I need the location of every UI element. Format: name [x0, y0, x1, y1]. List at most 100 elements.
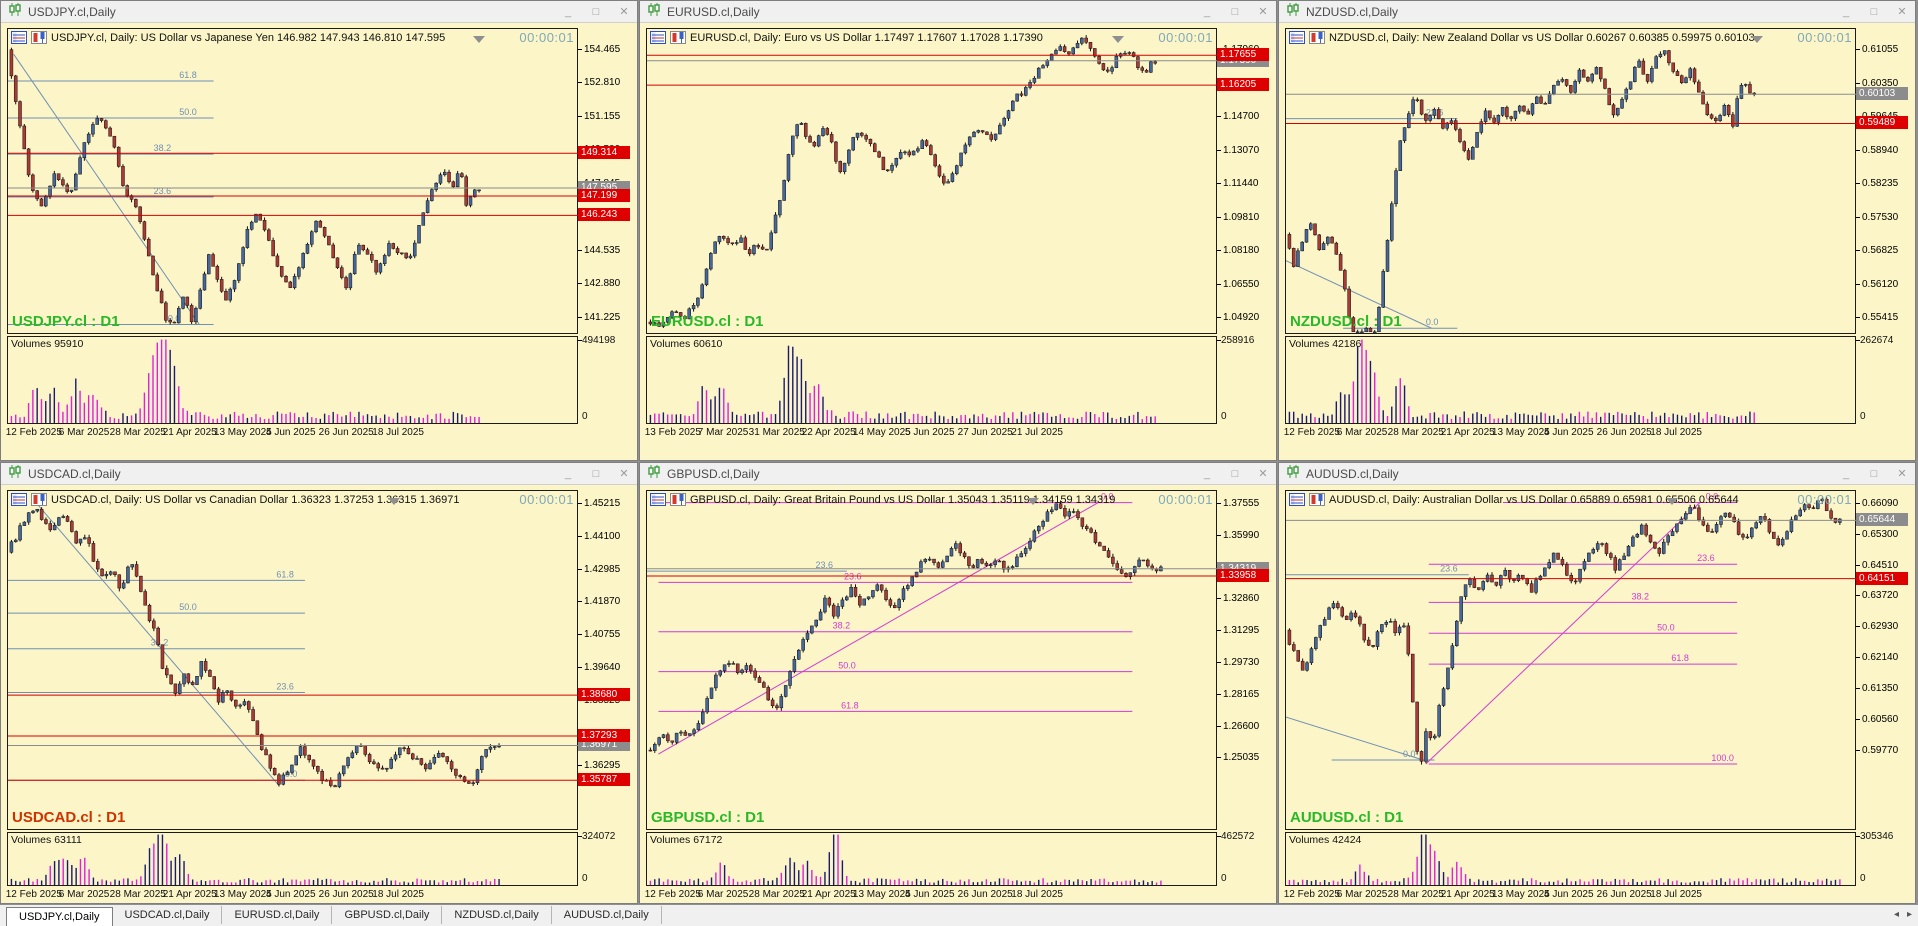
close-button[interactable]: ✕: [1258, 468, 1268, 480]
volume-bar: [981, 881, 983, 885]
price-pane[interactable]: GBPUSD.cl, Daily: Great Britain Pound vs…: [646, 490, 1218, 830]
window-titlebar[interactable]: GBPUSD.cl,Daily _ □ ✕: [640, 463, 1276, 485]
window-titlebar[interactable]: USDCAD.cl,Daily _ □ ✕: [1, 463, 637, 485]
volume-bar: [183, 861, 185, 885]
minimize-button[interactable]: _: [564, 467, 572, 480]
tab-scroll-right-icon[interactable]: ▸: [1906, 909, 1912, 920]
chart-type-icon[interactable]: [1309, 31, 1325, 44]
price-tick: 144.535: [578, 245, 620, 256]
window-titlebar[interactable]: AUDUSD.cl,Daily _ □ ✕: [1279, 463, 1915, 485]
window-titlebar[interactable]: USDJPY.cl,Daily _ □ ✕: [1, 1, 637, 23]
candle-body: [146, 238, 151, 257]
price-pane[interactable]: EURUSD.cl, Daily: Euro vs US Dollar 1.17…: [646, 28, 1218, 334]
chart-window-audusd[interactable]: AUDUSD.cl,Daily _ □ ✕: [1278, 462, 1916, 904]
tab-audusd[interactable]: AUDUSD.cl,Daily: [552, 906, 662, 924]
chart-type-icon[interactable]: [31, 493, 47, 506]
tab-nzdusd[interactable]: NZDUSD.cl,Daily: [442, 906, 552, 924]
chart-shift-marker-icon[interactable]: [387, 498, 400, 505]
candle-body: [821, 128, 825, 136]
tab-usdcad[interactable]: USDCAD.cl,Daily: [113, 906, 223, 924]
price-pane[interactable]: NZDUSD.cl, Daily: New Zealand Dollar vs …: [1285, 28, 1857, 334]
depth-of-market-icon[interactable]: [650, 31, 666, 44]
window-titlebar[interactable]: NZDUSD.cl,Daily _ □ ✕: [1279, 1, 1915, 23]
candle-body: [797, 649, 801, 660]
chart-window-gbpusd[interactable]: GBPUSD.cl,Daily _ □ ✕: [639, 462, 1277, 904]
depth-of-market-icon[interactable]: [650, 493, 666, 506]
chart-window-nzdusd[interactable]: NZDUSD.cl,Daily _ □ ✕: [1278, 0, 1916, 461]
price-axis[interactable]: 494198 0 154.465152.810151.155149.500147…: [577, 23, 637, 460]
price-axis[interactable]: 324072 0 1.45215 1.44100 1.42985 1.41870 1.4…: [577, 485, 637, 903]
close-button[interactable]: ✕: [619, 6, 629, 18]
close-button[interactable]: ✕: [1897, 6, 1907, 18]
minimize-button[interactable]: _: [1842, 5, 1850, 18]
depth-of-market-icon[interactable]: [1289, 493, 1305, 506]
maximize-button[interactable]: □: [592, 467, 600, 480]
candle-body: [1688, 507, 1692, 514]
volume-bar: [84, 857, 86, 885]
candle-body: [788, 671, 792, 686]
close-button[interactable]: ✕: [1258, 6, 1268, 18]
maximize-button[interactable]: □: [592, 5, 600, 18]
price-pane[interactable]: USDJPY.cl, Daily: US Dollar vs Japanese …: [7, 28, 579, 334]
chart-shift-marker-icon[interactable]: [1665, 498, 1678, 505]
candle-body: [1067, 51, 1071, 55]
price-axis[interactable]: 462572 0 1.375551.359901.344251.328601.3…: [1216, 485, 1276, 903]
candle-body: [1137, 559, 1141, 567]
chart-shift-marker-icon[interactable]: [1026, 498, 1039, 505]
maximize-button[interactable]: □: [1231, 467, 1239, 480]
volume-bar: [1369, 360, 1372, 423]
volume-bar: [1749, 411, 1751, 423]
tab-gbpusd[interactable]: GBPUSD.cl,Daily: [332, 906, 443, 924]
price-axis[interactable]: 258916 0 1.179601.163301.147001.130701.1…: [1216, 23, 1276, 460]
depth-of-market-icon[interactable]: [11, 493, 27, 506]
volume-bar: [377, 881, 379, 885]
volume-bar: [1506, 414, 1508, 423]
close-button[interactable]: ✕: [1897, 468, 1907, 480]
price-pane[interactable]: USDCAD.cl, Daily: US Dollar vs Canadian …: [7, 490, 579, 830]
chart-window-usdjpy[interactable]: USDJPY.cl,Daily _ □ ✕: [0, 0, 638, 461]
maximize-button[interactable]: □: [1870, 5, 1878, 18]
candle-body: [1750, 527, 1754, 538]
maximize-button[interactable]: □: [1870, 467, 1878, 480]
price-axis[interactable]: 262674 0 0.610550.603500.596450.589400.5…: [1855, 23, 1915, 460]
chart-window-eurusd[interactable]: EURUSD.cl,Daily _ □ ✕: [639, 0, 1277, 461]
chart-area[interactable]: NZDUSD.cl, Daily: New Zealand Dollar vs …: [1279, 23, 1915, 460]
chart-shift-marker-icon[interactable]: [1112, 36, 1125, 43]
minimize-button[interactable]: _: [564, 5, 572, 18]
depth-of-market-icon[interactable]: [1289, 31, 1305, 44]
depth-of-market-icon[interactable]: [11, 31, 27, 44]
tab-scroll-left-icon[interactable]: ◂: [1893, 909, 1899, 920]
date-label: 12 Feb 2025: [1283, 427, 1340, 438]
chart-area[interactable]: EURUSD.cl, Daily: Euro vs US Dollar 1.17…: [640, 23, 1276, 460]
chart-window-usdcad[interactable]: USDCAD.cl,Daily _ □ ✕: [0, 462, 638, 904]
fib-level-label: 23.6: [276, 682, 294, 692]
chart-area[interactable]: AUDUSD.cl, Daily: Australian Dollar vs U…: [1279, 485, 1915, 903]
chart-area[interactable]: USDCAD.cl, Daily: US Dollar vs Canadian …: [1, 485, 637, 903]
chart-type-icon[interactable]: [1309, 493, 1325, 506]
volume-bar: [693, 880, 695, 885]
chart-type-icon[interactable]: [670, 493, 686, 506]
symbol-period-label: NZDUSD.cl : D1: [1290, 313, 1402, 330]
chart-type-icon[interactable]: [31, 31, 47, 44]
chart-type-icon[interactable]: [670, 31, 686, 44]
fib-level-label: 50.0: [838, 661, 856, 671]
chart-shift-marker-icon[interactable]: [1751, 36, 1764, 43]
volume-bar: [985, 879, 988, 885]
close-button[interactable]: ✕: [619, 468, 629, 480]
chart-area[interactable]: USDJPY.cl, Daily: US Dollar vs Japanese …: [1, 23, 637, 460]
maximize-button[interactable]: □: [1231, 5, 1239, 18]
chart-area[interactable]: GBPUSD.cl, Daily: Great Britain Pound vs…: [640, 485, 1276, 903]
candle-body: [858, 596, 862, 606]
price-axis[interactable]: 305346 0 0.66090 0.65300 0.64510 0.63720 0.6…: [1855, 485, 1915, 903]
minimize-button[interactable]: _: [1842, 467, 1850, 480]
chart-shift-marker-icon[interactable]: [473, 36, 486, 43]
window-titlebar[interactable]: EURUSD.cl,Daily _ □ ✕: [640, 1, 1276, 23]
price-pane[interactable]: AUDUSD.cl, Daily: Australian Dollar vs U…: [1285, 490, 1857, 830]
candle-body: [1802, 504, 1807, 511]
minimize-button[interactable]: _: [1203, 5, 1211, 18]
candle-body: [451, 181, 456, 188]
minimize-button[interactable]: _: [1203, 467, 1211, 480]
candle-body: [1432, 735, 1437, 739]
tab-usdjpy[interactable]: USDJPY.cl,Daily: [6, 907, 113, 926]
tab-eurusd[interactable]: EURUSD.cl,Daily: [222, 906, 333, 924]
